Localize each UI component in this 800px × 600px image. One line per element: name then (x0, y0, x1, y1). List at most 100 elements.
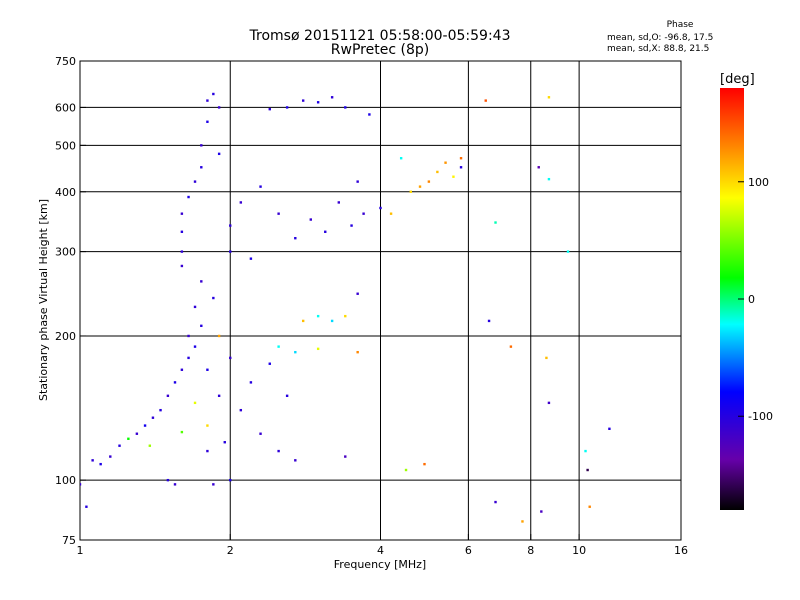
data-point (200, 144, 203, 147)
data-point (249, 257, 253, 260)
data-point (217, 106, 221, 109)
x-tick-label: 16 (674, 544, 688, 557)
y-axis: 75 100 200 300 400 500 600 750 (55, 55, 86, 547)
data-point (180, 250, 184, 253)
data-point (239, 201, 243, 204)
data-point (294, 459, 297, 462)
data-point (344, 455, 347, 458)
data-point (540, 510, 543, 513)
data-point (521, 520, 524, 523)
data-point (324, 230, 327, 233)
x-tick-label: 4 (377, 544, 384, 557)
data-point (85, 505, 88, 508)
data-point (337, 201, 341, 204)
data-point (173, 381, 177, 384)
data-point (206, 120, 209, 123)
data-point (229, 356, 232, 360)
data-point (368, 113, 371, 116)
data-point (159, 408, 162, 412)
x-axis: 1 2 4 6 8 10 16 (77, 534, 688, 557)
data-point (588, 505, 591, 508)
y-tick-label: 100 (55, 474, 76, 487)
data-point (316, 347, 320, 351)
y-tick-label: 400 (55, 186, 76, 199)
data-point (427, 180, 431, 183)
data-point (259, 185, 262, 188)
data-point (459, 157, 463, 160)
phase-legend-x: mean, sd,X: 88.8, 21.5 (607, 44, 710, 54)
y-tick-label: 200 (55, 330, 76, 343)
data-point (193, 180, 197, 183)
data-point (418, 185, 422, 188)
data-point (212, 296, 215, 300)
data-point (584, 449, 587, 453)
data-point (294, 350, 297, 354)
data-point (356, 292, 359, 295)
data-point (277, 212, 280, 215)
data-point (249, 381, 253, 384)
data-point (118, 444, 121, 447)
colorbar-tick-label: 100 (748, 176, 769, 189)
data-point (173, 483, 177, 486)
data-point (389, 212, 393, 215)
data-point (99, 462, 102, 466)
data-point (217, 334, 221, 338)
data-point (379, 206, 382, 210)
data-point (193, 345, 197, 348)
data-point (180, 212, 184, 215)
chart-subtitle: RwPretec (8p) (330, 42, 430, 58)
data-point (350, 224, 353, 227)
data-point (484, 99, 487, 102)
data-point (459, 166, 463, 169)
data-point (259, 432, 262, 435)
data-point (91, 459, 94, 462)
x-tick-label: 6 (465, 544, 472, 557)
data-point (229, 224, 232, 227)
data-point (356, 350, 359, 354)
y-tick-label: 750 (55, 55, 76, 68)
data-point (294, 236, 297, 240)
data-point (151, 416, 155, 419)
data-point (206, 449, 209, 453)
data-point (436, 170, 439, 174)
data-point (80, 483, 82, 486)
data-point (229, 250, 232, 253)
data-point (223, 441, 226, 444)
x-axis-label: Frequency [MHz] (334, 558, 426, 571)
x-tick-label: 10 (572, 544, 586, 557)
data-point (509, 345, 513, 348)
colorbar-tick-label: 0 (748, 293, 755, 306)
phase-legend-heading: Phase (666, 20, 694, 30)
x-tick-label: 8 (527, 544, 534, 557)
data-point (444, 161, 447, 164)
data-point (330, 319, 334, 323)
data-point (180, 230, 184, 233)
colorbar-tick-label: -100 (748, 410, 773, 423)
data-point (608, 427, 611, 431)
data-point (362, 212, 365, 215)
data-point (135, 432, 139, 435)
data-point (545, 356, 548, 360)
data-point (285, 106, 289, 109)
colorbar-label: [deg] (720, 72, 755, 87)
y-tick-label: 600 (55, 101, 76, 114)
data-point (309, 218, 312, 221)
data-point (586, 468, 589, 472)
data-point (356, 180, 359, 183)
data-point (229, 478, 232, 482)
data-point (399, 157, 403, 160)
data-point (193, 305, 197, 309)
data-point (344, 314, 347, 318)
data-point (180, 430, 184, 434)
data-point (423, 462, 426, 466)
data-point (316, 314, 320, 318)
data-point (217, 152, 221, 156)
data-point (301, 99, 305, 102)
data-point (166, 394, 170, 398)
data-point (187, 334, 190, 338)
data-point (193, 401, 197, 405)
y-tick-label: 500 (55, 139, 76, 152)
data-point (180, 264, 184, 268)
data-point (200, 166, 203, 169)
y-axis-label: Stationary phase Virtual Height [km] (37, 199, 50, 401)
